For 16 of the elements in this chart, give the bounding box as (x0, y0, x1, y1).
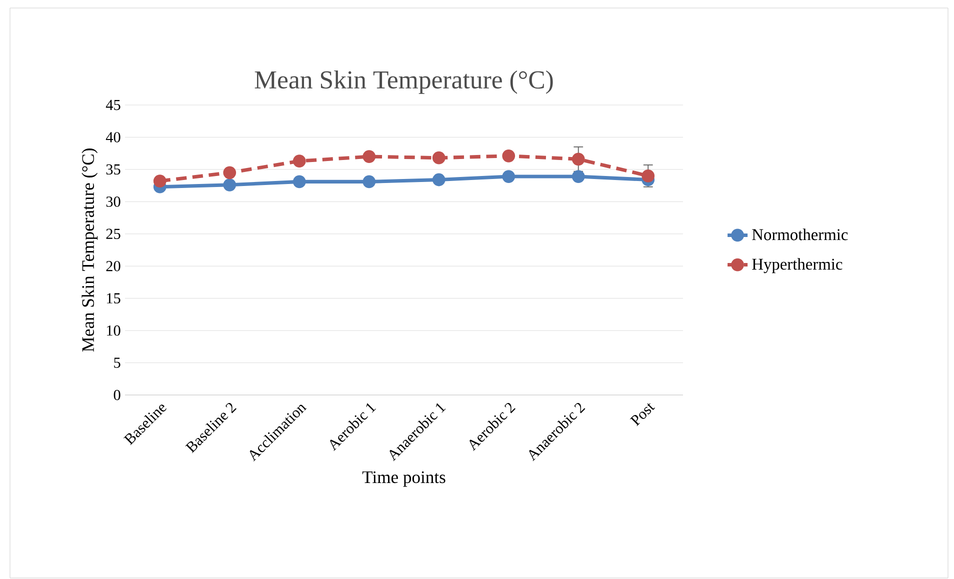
chart-title: Mean Skin Temperature (°C) (254, 70, 553, 94)
y-tick-label: 30 (106, 196, 120, 207)
y-tick-label: 15 (106, 293, 120, 304)
x-tick-label: Post (630, 403, 655, 426)
y-tick-label: 5 (114, 358, 120, 368)
y-tick-label: 10 (106, 325, 120, 336)
legend-label: Normothermic (752, 228, 848, 240)
y-tick-label: 45 (106, 100, 120, 110)
y-tick-label: 35 (106, 164, 120, 175)
y-tick-label: 25 (106, 228, 120, 239)
legend-label: Hyperthermic (752, 258, 842, 274)
y-axis-title: Mean Skin Temperature (°C) (82, 148, 98, 352)
y-tick-label: 40 (106, 132, 120, 142)
y-tick-label: 20 (106, 260, 120, 272)
y-tick-label: 0 (114, 390, 120, 400)
x-axis-title: Time points (362, 471, 446, 487)
